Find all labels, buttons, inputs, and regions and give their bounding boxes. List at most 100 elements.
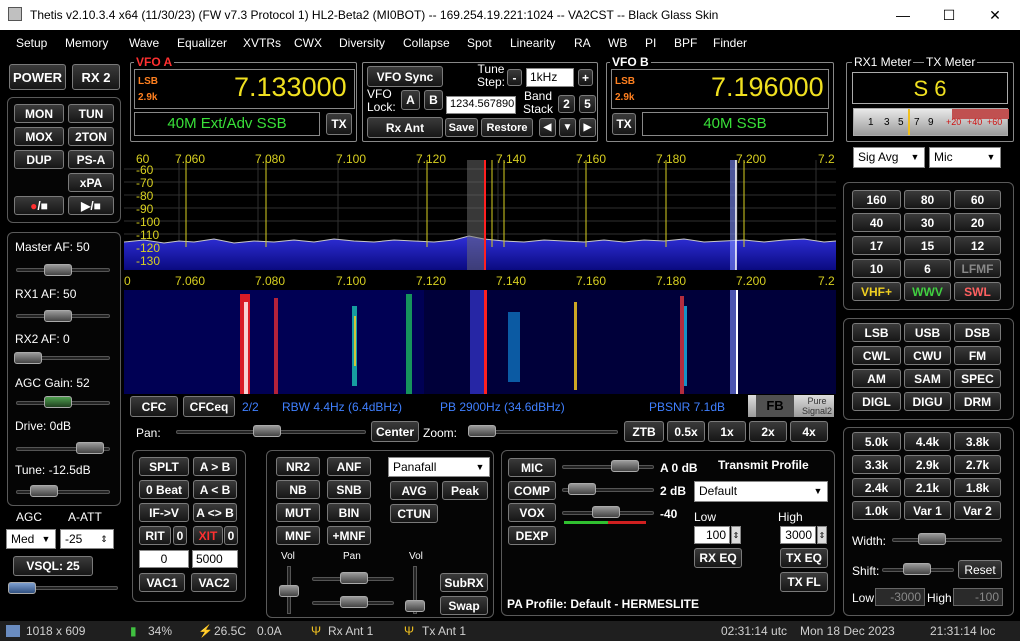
minimize-button[interactable]: — [896,7,910,23]
band-lfmf-button[interactable]: LFMF [954,259,1001,278]
band-stack-left-button[interactable]: ◀ [539,118,556,137]
frequency-entry-field[interactable]: 1234.567890 [446,96,516,114]
agc-gain-thumb[interactable] [44,396,72,408]
rx2-af-thumb[interactable] [14,352,42,364]
tx-low-spin-icon[interactable]: ⇕ [731,526,741,544]
menu-setup[interactable]: Setup [16,36,48,50]
if-v-button[interactable]: IF->V [139,503,189,522]
zoom-thumb[interactable] [468,425,496,437]
mic-gain-slider[interactable] [562,465,654,469]
mute-button[interactable]: MUT [276,503,320,522]
band-30-button[interactable]: 30 [904,213,951,232]
band-10-button[interactable]: 10 [852,259,901,278]
maximize-button[interactable]: ☐ [942,7,956,23]
rx2-vol-slider[interactable] [413,566,417,614]
zoom-0.5x-button[interactable]: 0.5x [667,421,705,442]
vac1-button[interactable]: VAC1 [139,573,185,592]
nb-button[interactable]: NB [276,480,320,499]
tune-thumb[interactable] [30,485,58,497]
comp-slider[interactable] [562,488,654,492]
tune-slider[interactable] [16,490,110,494]
xit-clear-button[interactable]: 0 [224,526,238,545]
transmit-profile-combo[interactable]: Default ▼ [694,481,828,502]
band-17-button[interactable]: 17 [852,236,901,255]
menu-wave[interactable]: Wave [129,36,160,50]
b-to-a-button[interactable]: A < B [193,480,237,499]
mode-cwu-button[interactable]: CWU [904,346,951,365]
record-button[interactable]: ●/■ [14,196,64,215]
band-stack-right-button[interactable]: ▶ [579,118,596,137]
band-60-button[interactable]: 60 [954,190,1001,209]
menu-ra[interactable]: RA [574,36,591,50]
rx1-af-thumb[interactable] [44,310,72,322]
rit-value-field[interactable]: 0 [139,550,189,568]
rx-eq-button[interactable]: RX EQ [694,548,742,568]
tun-button[interactable]: TUN [68,104,114,123]
play-button[interactable]: ▶/■ [68,196,114,215]
menu-linearity[interactable]: Linearity [510,36,556,50]
split-button[interactable]: SPLT [139,457,189,476]
tx-low-field[interactable]: 100 [694,526,730,544]
band-12-button[interactable]: 12 [954,236,1001,255]
filter-reset-button[interactable]: Reset [958,560,1002,579]
vfo-lock-a-button[interactable]: A [401,90,420,110]
filter-width-slider[interactable] [892,538,1002,542]
tx-high-field[interactable]: 3000 [780,526,816,544]
master-af-thumb[interactable] [44,264,72,276]
filter-var2-button[interactable]: Var 2 [954,501,1001,520]
vfo-b-display[interactable] [611,69,829,109]
menu-diversity[interactable]: Diversity [339,36,386,50]
vfo-b-frequency[interactable]: 7.196000 [711,72,824,102]
vac2-button[interactable]: VAC2 [191,573,237,592]
mode-am-button[interactable]: AM [852,369,901,388]
filter-4.4k-button[interactable]: 4.4k [904,432,951,451]
panadapter-display[interactable]: 60 -60 -70 -80 -90 -100 -110 -120 -130 7… [124,152,836,270]
zoom-4x-button[interactable]: 4x [790,421,828,442]
comp-thumb[interactable] [568,483,596,495]
ctun-button[interactable]: CTUN [390,504,438,523]
mode-usb-button[interactable]: USB [904,323,951,342]
mode-sam-button[interactable]: SAM [904,369,951,388]
rx1-vol-thumb[interactable] [279,585,299,597]
vox-thumb[interactable] [592,506,620,518]
menu-wb[interactable]: WB [608,36,628,50]
filter-1.0k-button[interactable]: 1.0k [852,501,901,520]
filter-2.4k-button[interactable]: 2.4k [852,478,901,497]
pan-thumb[interactable] [253,425,281,437]
menu-bpf[interactable]: BPF [674,36,698,50]
band-stack-2-button[interactable]: 2 [558,95,575,113]
menu-memory[interactable]: Memory [65,36,109,50]
menu-pi[interactable]: PI [645,36,657,50]
bin-button[interactable]: BIN [327,503,371,522]
menu-xvtrs[interactable]: XVTRs [243,36,282,50]
filter-1.8k-button[interactable]: 1.8k [954,478,1001,497]
rx2-button[interactable]: RX 2 [72,64,120,90]
mode-lsb-button[interactable]: LSB [852,323,901,342]
drive-slider[interactable] [16,447,110,451]
band-15-button[interactable]: 15 [904,236,951,255]
add-mnf-button[interactable]: +MNF [327,526,371,545]
nr2-button[interactable]: NR2 [276,457,320,476]
tx-filter-button[interactable]: TX FL [780,572,828,592]
avg-button[interactable]: AVG [390,481,438,500]
menu-cwx[interactable]: CWX [294,36,322,50]
mic-button[interactable]: MIC [508,458,556,477]
comp-button[interactable]: COMP [508,481,556,500]
drive-thumb[interactable] [76,442,104,454]
mode-digl-button[interactable]: DIGL [852,392,901,411]
mon-button[interactable]: MON [14,104,64,123]
power-button[interactable]: POWER [9,64,66,90]
mox-button[interactable]: MOX [14,127,64,146]
aatt-spinner[interactable]: -25 ⇕ [60,529,114,549]
restore-button[interactable]: Restore [481,118,533,137]
zero-beat-button[interactable]: 0 Beat [139,480,189,499]
cfc-button[interactable]: CFC [130,396,178,417]
rx1-pan-thumb[interactable] [340,572,368,584]
menu-collapse[interactable]: Collapse [403,36,450,50]
mode-digu-button[interactable]: DIGU [904,392,951,411]
vfo-a-frequency[interactable]: 7.133000 [234,72,347,102]
rx2-vol-thumb[interactable] [405,600,425,612]
band-swl-button[interactable]: SWL [954,282,1001,301]
filter-width-thumb[interactable] [918,533,946,545]
a-to-b-button[interactable]: A > B [193,457,237,476]
